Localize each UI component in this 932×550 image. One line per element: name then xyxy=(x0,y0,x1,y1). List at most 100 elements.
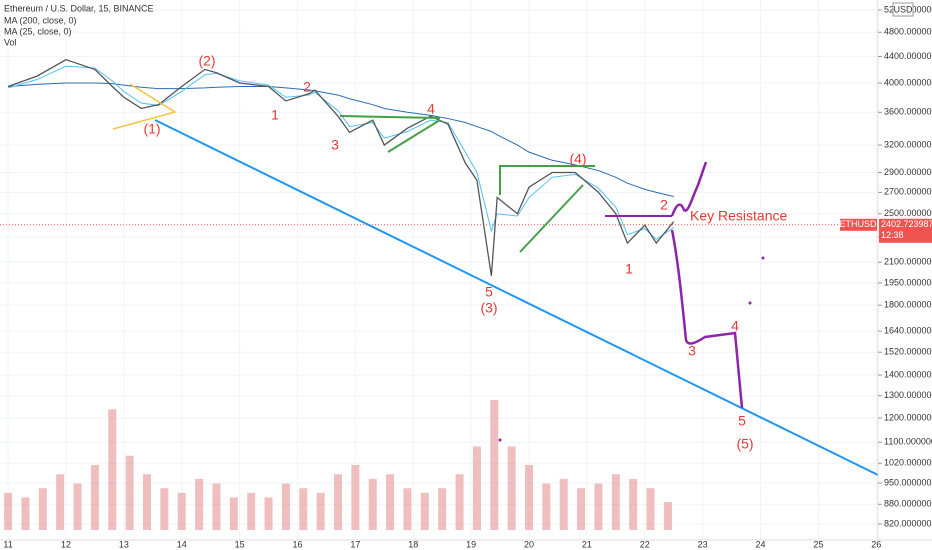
volume-bar xyxy=(386,474,395,530)
projection xyxy=(670,161,708,217)
dot xyxy=(498,438,502,442)
triangle xyxy=(519,184,584,253)
time-label: 12:38 xyxy=(881,230,904,240)
wave-label: 3 xyxy=(331,137,339,153)
volume-bar xyxy=(420,492,429,530)
wave-label: 5 xyxy=(738,413,746,429)
volume-bar xyxy=(264,497,273,530)
wave-label: (3) xyxy=(480,300,497,316)
volume-bar xyxy=(247,492,256,530)
triangle xyxy=(112,83,177,130)
volume-bar xyxy=(90,465,99,530)
volume-bar xyxy=(368,478,377,530)
y-tick-label: 1100.000000 xyxy=(884,437,932,447)
dot xyxy=(761,256,765,260)
x-tick-label: 25 xyxy=(813,539,823,549)
y-tick-label: 1640.000000 xyxy=(884,325,932,335)
volume-bar xyxy=(403,488,412,530)
y-tick-label: 4000.000000 xyxy=(884,77,932,87)
y-tick-label: 1300.000000 xyxy=(884,390,932,400)
wave-label: 1 xyxy=(625,261,633,277)
wave-label: (2) xyxy=(198,53,215,69)
volume-bar xyxy=(611,474,620,530)
volume-bar xyxy=(542,483,551,530)
dot xyxy=(748,301,752,305)
legend-entry: MA (200, close, 0) xyxy=(4,15,77,25)
wave-label: 5 xyxy=(485,284,493,300)
y-tick-label: 950.000000 xyxy=(884,477,932,487)
wave-label: (1) xyxy=(143,121,160,137)
volume-bar xyxy=(438,488,447,530)
plot-area xyxy=(0,0,878,540)
volume-bar xyxy=(455,474,464,530)
x-tick-label: 22 xyxy=(640,539,650,549)
y-tick-label: 3200.000000 xyxy=(884,139,932,149)
volume-bar xyxy=(629,478,638,530)
x-tick-label: 13 xyxy=(119,539,129,549)
legend-entry: Vol xyxy=(4,37,17,47)
volume-bar xyxy=(177,492,186,530)
volume-bar xyxy=(316,492,325,530)
x-tick-label: 24 xyxy=(756,539,766,549)
y-tick-label: 1400.000000 xyxy=(884,369,932,379)
x-tick-label: 15 xyxy=(235,539,245,549)
x-tick-label: 11 xyxy=(3,539,12,549)
y-tick-label: 880.000000 xyxy=(884,499,932,509)
y-tick-label: 1950.000000 xyxy=(884,277,932,287)
wave-label: 2 xyxy=(660,197,668,213)
volume-bar xyxy=(21,497,30,530)
projection xyxy=(670,229,744,409)
wave-label: 1 xyxy=(271,107,279,123)
triangle xyxy=(387,119,441,153)
currency-badge xyxy=(892,2,914,17)
y-tick-label: 2900.000000 xyxy=(884,167,932,177)
trend-line xyxy=(154,119,879,476)
volume-bar xyxy=(143,474,152,530)
volume-bar xyxy=(490,400,499,530)
wave-label: (4) xyxy=(569,151,586,167)
volume-bar xyxy=(108,409,117,530)
x-tick-label: 19 xyxy=(466,539,476,549)
volume-bar xyxy=(281,483,290,530)
series-line xyxy=(7,65,674,241)
symbol-badge xyxy=(840,218,877,231)
volume-bar xyxy=(229,497,238,530)
volume-bar xyxy=(195,478,204,530)
y-tick-label: 3600.000000 xyxy=(884,107,932,117)
volume-bar xyxy=(38,488,47,530)
volume-bar xyxy=(663,502,672,530)
y-tick-label: 1800.000000 xyxy=(884,300,932,310)
volume-bar xyxy=(594,483,603,530)
volume-bar xyxy=(56,474,65,530)
volume-bar xyxy=(4,492,13,530)
volume-bar xyxy=(73,483,82,530)
wave-label: (5) xyxy=(736,436,753,452)
currency-label: USD xyxy=(893,4,913,14)
series-line xyxy=(8,82,674,197)
volume-bar xyxy=(212,483,221,530)
volume-bar xyxy=(559,478,568,530)
chart-title: Ethereum / U.S. Dollar, 15, BINANCE xyxy=(4,3,154,13)
legend-entry: MA (25, close, 0) xyxy=(4,26,72,36)
wave-label: Key Resistance xyxy=(690,208,787,224)
volume-bar xyxy=(472,446,481,530)
price-badge xyxy=(879,218,932,243)
wave-label: 3 xyxy=(688,343,696,359)
x-tick-label: 18 xyxy=(408,539,418,549)
y-tick-label: 2700.000000 xyxy=(884,187,932,197)
volume-bar xyxy=(507,446,516,530)
x-tick-label: 23 xyxy=(698,539,708,549)
triangle xyxy=(499,165,595,195)
volume-bar xyxy=(524,465,533,530)
y-tick-label: 1200.000000 xyxy=(884,412,932,422)
x-tick-label: 14 xyxy=(177,539,187,549)
y-tick-label: 4800.000000 xyxy=(884,27,932,37)
x-tick-label: 12 xyxy=(61,539,71,549)
volume-bar xyxy=(351,465,360,530)
y-tick-label: 820.000000 xyxy=(884,518,932,528)
wave-label: 4 xyxy=(731,318,739,334)
x-tick-label: 21 xyxy=(582,539,592,549)
volume-bar xyxy=(160,488,169,530)
